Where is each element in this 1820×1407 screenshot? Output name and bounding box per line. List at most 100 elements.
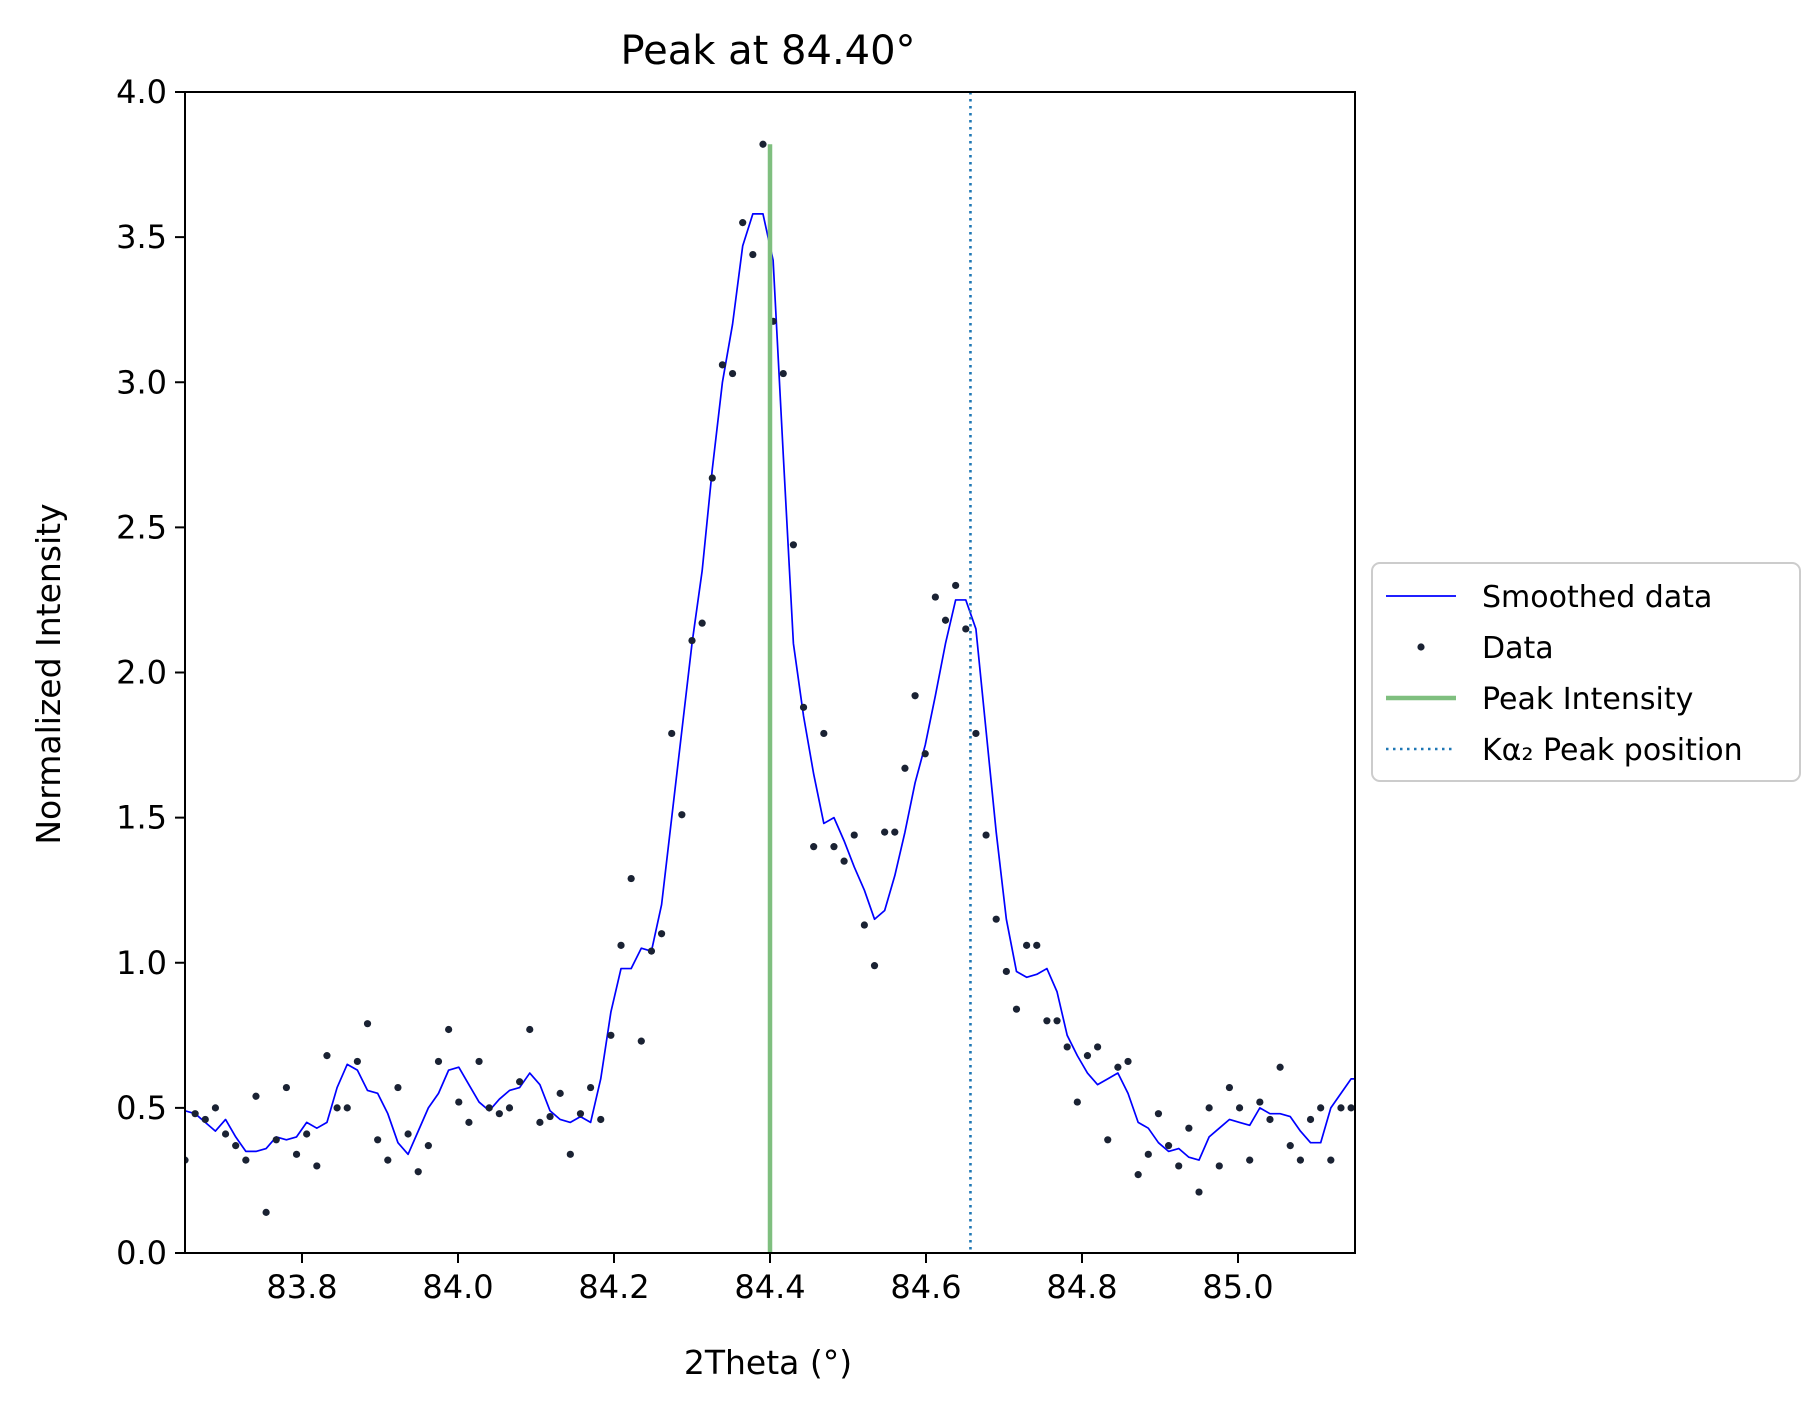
data-point <box>1306 1115 1315 1124</box>
data-point <box>668 729 676 738</box>
data-point <box>434 1057 443 1066</box>
x-tick-label: 85.0 <box>1202 1268 1273 1306</box>
data-point <box>232 1142 240 1150</box>
x-tick-label: 83.8 <box>266 1268 337 1306</box>
data-point <box>333 1104 341 1112</box>
data-point <box>870 962 879 970</box>
data-point <box>201 1115 209 1124</box>
data-point <box>303 1130 311 1138</box>
data-point <box>414 1168 422 1176</box>
legend-label: Peak Intensity <box>1482 682 1693 717</box>
data-point <box>1144 1150 1152 1158</box>
x-axis-title: 2Theta (°) <box>684 1343 852 1382</box>
data-point <box>1337 1104 1345 1112</box>
data-point <box>820 729 828 738</box>
data-point <box>1002 967 1010 976</box>
data-point <box>992 915 1000 923</box>
data-point <box>262 1208 270 1216</box>
data-point <box>881 828 889 836</box>
data-point <box>1347 1104 1355 1112</box>
y-tick-label: 0.0 <box>116 1234 167 1272</box>
legend-label: Kα₂ Peak position <box>1482 733 1743 768</box>
y-tick-label: 3.0 <box>116 363 167 401</box>
data-point <box>1185 1124 1193 1132</box>
data-point <box>1195 1188 1203 1196</box>
data-point <box>353 1057 361 1066</box>
legend-frame <box>1371 562 1801 782</box>
data-point <box>363 1020 372 1028</box>
smoothed-data-line <box>185 213 1355 1161</box>
data-point <box>739 219 747 227</box>
data-point <box>1073 1098 1081 1106</box>
x-tick-label: 84.2 <box>578 1268 649 1306</box>
x-tick-label: 84.6 <box>890 1268 961 1306</box>
legend-swatch <box>1417 643 1425 651</box>
data-point <box>292 1150 301 1158</box>
data-point <box>394 1083 402 1092</box>
chart-title: Peak at 84.40° <box>620 28 915 74</box>
data-point <box>891 828 899 836</box>
y-tick-label: 3.5 <box>116 218 167 256</box>
data-point <box>952 581 960 590</box>
y-axis-title: Normalized Intensity <box>29 503 68 844</box>
data-point <box>1317 1104 1325 1112</box>
y-tick-label: 1.0 <box>116 944 167 982</box>
data-point <box>465 1118 473 1126</box>
data-point <box>211 1104 220 1112</box>
data-point <box>678 811 686 819</box>
data-point <box>556 1089 564 1097</box>
data-point <box>1134 1171 1142 1179</box>
data-point <box>272 1136 280 1144</box>
data-point <box>962 625 970 633</box>
data-point <box>688 636 696 645</box>
data-point <box>789 541 798 549</box>
data-point <box>911 692 919 700</box>
data-point <box>1215 1162 1223 1170</box>
data-point <box>384 1156 392 1164</box>
data-point <box>647 947 656 955</box>
data-point <box>343 1104 351 1112</box>
legend-label: Smoothed data <box>1482 580 1712 615</box>
data-point <box>799 703 808 711</box>
data-point <box>749 250 757 259</box>
y-tick-label: 2.0 <box>116 654 167 692</box>
data-point <box>374 1136 382 1144</box>
data-point <box>921 750 929 758</box>
data-point <box>1205 1104 1213 1112</box>
data-point <box>708 474 716 482</box>
data-point <box>718 361 727 369</box>
legend-label: Data <box>1482 631 1554 666</box>
data-point <box>505 1104 514 1112</box>
data-point <box>1094 1043 1102 1051</box>
data-point <box>424 1142 432 1150</box>
data-point <box>1164 1142 1173 1150</box>
data-point <box>242 1156 250 1164</box>
data-point <box>840 857 848 865</box>
data-point <box>191 1110 199 1118</box>
data-point <box>1246 1156 1254 1164</box>
data-point <box>1266 1115 1274 1124</box>
data-point <box>516 1078 524 1086</box>
y-tick-label: 2.5 <box>116 508 167 546</box>
data-point <box>566 1150 574 1158</box>
data-point <box>627 874 635 883</box>
data-point <box>597 1115 605 1124</box>
data-point <box>404 1130 412 1138</box>
data-point <box>810 843 818 851</box>
plot-area: 83.8 84.0 84.2 84.4 84.6 84.8 85.0 0.0 0.5 1.0 1.5… <box>116 73 1356 1306</box>
data-point <box>536 1118 544 1126</box>
data-point <box>526 1025 534 1034</box>
data-point <box>941 616 950 624</box>
x-tick-label: 84.4 <box>734 1268 805 1306</box>
data-point <box>485 1104 493 1112</box>
data-point <box>546 1112 554 1121</box>
data-point <box>931 593 939 601</box>
data-point <box>607 1031 615 1039</box>
data-point <box>617 941 625 949</box>
data-point <box>972 729 980 738</box>
data-point <box>475 1057 483 1066</box>
data-point <box>1033 941 1041 949</box>
x-axis: 83.8 84.0 84.2 84.4 84.6 84.8 85.0 <box>266 1253 1274 1306</box>
data-point <box>1043 1017 1051 1025</box>
